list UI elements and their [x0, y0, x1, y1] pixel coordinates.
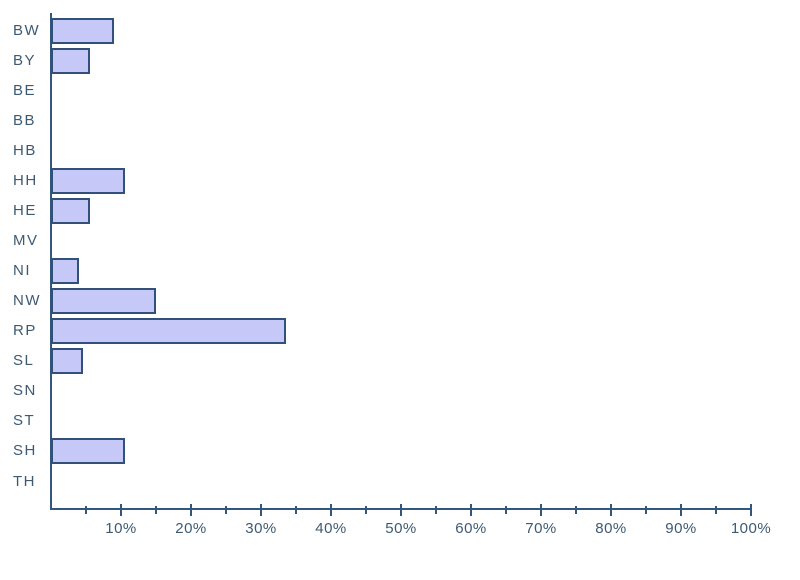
- x-tick-label-70: 70%: [525, 520, 557, 537]
- x-axis-minor-tick: [435, 506, 437, 514]
- category-label-th: TH: [13, 472, 36, 490]
- x-tick-label-60: 60%: [455, 520, 487, 537]
- bar-sh: [51, 438, 125, 465]
- x-tick-label-10: 10%: [105, 520, 137, 537]
- bar-he: [51, 197, 90, 224]
- x-axis-minor-tick: [85, 506, 87, 514]
- x-tick-label-20: 20%: [175, 520, 207, 537]
- x-axis-major-tick: [120, 504, 122, 516]
- bar-ni: [51, 258, 79, 285]
- category-label-bw: BW: [13, 21, 41, 39]
- bar-rp: [51, 318, 286, 345]
- x-tick-label-80: 80%: [595, 520, 627, 537]
- x-axis-major-tick: [400, 504, 402, 516]
- x-axis-minor-tick: [365, 506, 367, 514]
- x-tick-label-50: 50%: [385, 520, 417, 537]
- category-label-by: BY: [13, 51, 37, 69]
- category-label-rp: RP: [13, 322, 37, 340]
- category-label-be: BE: [13, 81, 37, 99]
- category-label-he: HE: [13, 201, 37, 219]
- x-axis-major-tick: [330, 504, 332, 516]
- bar-bw: [51, 17, 114, 44]
- category-label-sh: SH: [13, 442, 37, 460]
- category-label-sl: SL: [13, 352, 35, 370]
- x-axis-major-tick: [260, 504, 262, 516]
- category-label-hb: HB: [13, 141, 37, 159]
- category-label-mv: MV: [13, 231, 39, 249]
- x-axis-major-tick: [190, 504, 192, 516]
- x-tick-label-100: 100%: [730, 520, 772, 537]
- x-axis-minor-tick: [645, 506, 647, 514]
- x-axis-major-tick: [680, 504, 682, 516]
- x-tick-label-90: 90%: [665, 520, 697, 537]
- x-axis-minor-tick: [155, 506, 157, 514]
- category-label-nw: NW: [13, 292, 41, 310]
- category-label-hh: HH: [13, 171, 38, 189]
- x-tick-label-40: 40%: [315, 520, 347, 537]
- category-label-sn: SN: [13, 382, 37, 400]
- bar-hh: [51, 167, 125, 194]
- x-axis-major-tick: [540, 504, 542, 516]
- x-axis-major-tick: [750, 504, 752, 516]
- bar-nw: [51, 288, 156, 315]
- bar-by: [51, 47, 90, 74]
- category-label-ni: NI: [13, 262, 31, 280]
- category-label-st: ST: [13, 412, 36, 430]
- x-axis-major-tick: [610, 504, 612, 516]
- x-axis-minor-tick: [295, 506, 297, 514]
- x-axis-major-tick: [470, 504, 472, 516]
- x-tick-label-30: 30%: [245, 520, 277, 537]
- bar-sl: [51, 348, 83, 375]
- x-axis-minor-tick: [575, 506, 577, 514]
- x-axis-minor-tick: [715, 506, 717, 514]
- x-axis-minor-tick: [505, 506, 507, 514]
- category-label-bb: BB: [13, 111, 37, 129]
- x-axis-minor-tick: [225, 506, 227, 514]
